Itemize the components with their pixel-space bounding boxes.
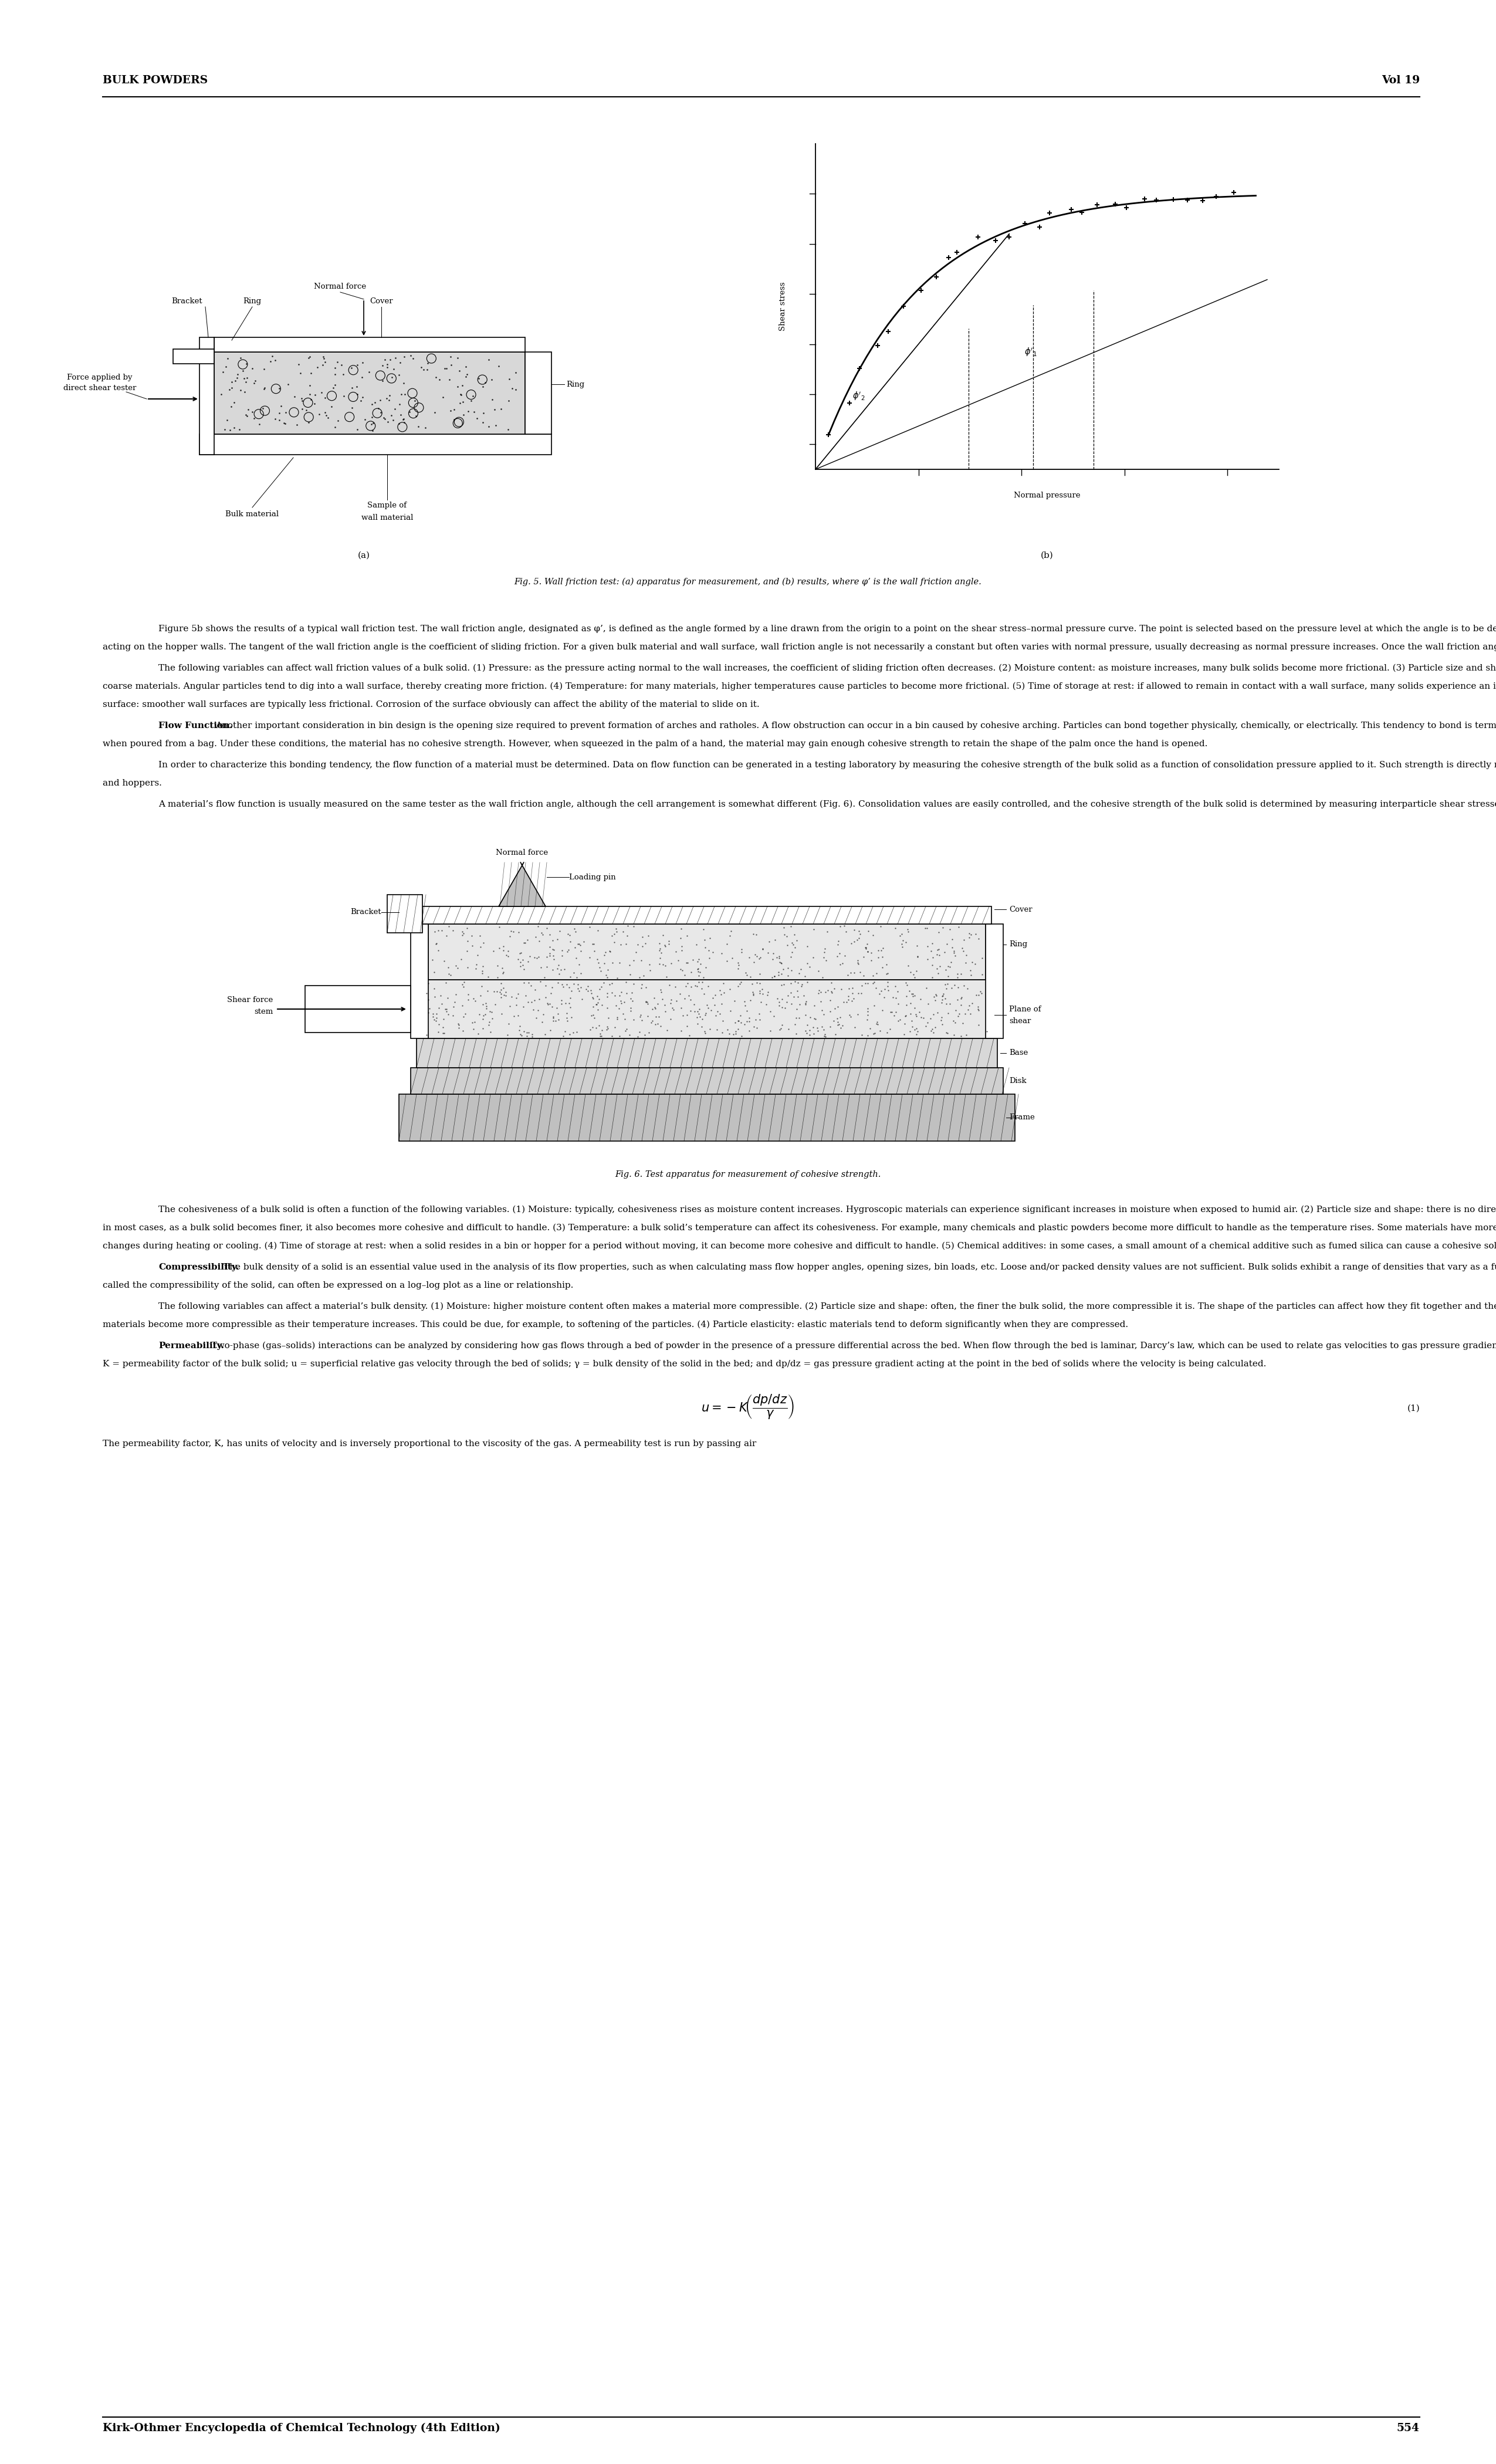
Text: In order to characterize this bonding tendency, the flow function of a material : In order to characterize this bonding te…	[159, 761, 1496, 769]
Bar	[525, 352, 552, 434]
Text: materials become more compressible as their temperature increases. This could be: materials become more compressible as th…	[103, 1321, 1128, 1328]
Text: Normal pressure: Normal pressure	[1014, 493, 1080, 500]
Text: Cover: Cover	[370, 298, 393, 306]
Text: direct shear tester: direct shear tester	[63, 384, 136, 392]
Text: Kirk-Othmer Encyclopedia of Chemical Technology (4th Edition): Kirk-Othmer Encyclopedia of Chemical Tec…	[103, 2422, 500, 2434]
Bar	[214, 352, 525, 434]
Text: (b): (b)	[1041, 552, 1053, 559]
Text: when poured from a bag. Under these conditions, the material has no cohesive str: when poured from a bag. Under these cond…	[103, 739, 1207, 749]
Text: Frame: Frame	[1010, 1114, 1035, 1121]
Text: Force applied by: Force applied by	[67, 375, 133, 382]
Text: and hoppers.: and hoppers.	[103, 779, 162, 788]
Polygon shape	[498, 865, 546, 907]
Bar	[428, 924, 986, 981]
Text: surface: smoother wall surfaces are typically less frictional. Corrosion of the : surface: smoother wall surfaces are typi…	[103, 700, 760, 710]
Text: 554: 554	[1397, 2422, 1420, 2434]
Bar	[174, 350, 214, 365]
Text: stem: stem	[254, 1008, 272, 1015]
Text: $u = -K\!\left(\dfrac{dp/dz}{\gamma}\right)$: $u = -K\!\left(\dfrac{dp/dz}{\gamma}\rig…	[702, 1392, 794, 1419]
Bar	[199, 434, 552, 456]
Text: acting on the hopper walls. The tangent of the wall friction angle is the coeffi: acting on the hopper walls. The tangent …	[103, 643, 1496, 650]
Text: A material’s flow function is usually measured on the same tester as the wall fr: A material’s flow function is usually me…	[159, 801, 1496, 808]
Text: in most cases, as a bulk solid becomes finer, it also becomes more cohesive and : in most cases, as a bulk solid becomes f…	[103, 1225, 1496, 1232]
Text: $\phi'_2$: $\phi'_2$	[853, 389, 865, 402]
Text: Bracket: Bracket	[172, 298, 202, 306]
Text: called the compressibility of the solid, can often be expressed on a log–log plo: called the compressibility of the solid,…	[103, 1281, 573, 1289]
Text: Fig. 5. Wall friction test: (a) apparatus for measurement, and (b) results, wher: Fig. 5. Wall friction test: (a) apparatu…	[515, 579, 981, 586]
Text: Flow Function.: Flow Function.	[159, 722, 233, 729]
Bar	[422, 907, 992, 924]
Text: Ring: Ring	[244, 298, 262, 306]
Text: (a): (a)	[358, 552, 370, 559]
Text: Sample of: Sample of	[368, 503, 407, 510]
Bar	[422, 981, 992, 1037]
Text: The cohesiveness of a bulk solid is often a function of the following variables.: The cohesiveness of a bulk solid is ofte…	[159, 1205, 1496, 1215]
Text: The permeability factor, K, has units of velocity and is inversely proportional : The permeability factor, K, has units of…	[103, 1439, 757, 1449]
Bar	[411, 924, 428, 1037]
Text: Permeability.: Permeability.	[159, 1343, 224, 1350]
Text: Disk: Disk	[1010, 1077, 1026, 1084]
Text: Compressibility.: Compressibility.	[159, 1264, 239, 1271]
Text: Bracket: Bracket	[350, 909, 381, 917]
Text: coarse materials. Angular particles tend to dig into a wall surface, thereby cre: coarse materials. Angular particles tend…	[103, 683, 1496, 690]
Bar	[411, 1067, 1004, 1094]
Text: changes during heating or cooling. (4) Time of storage at rest: when a solid res: changes during heating or cooling. (4) T…	[103, 1242, 1496, 1249]
Text: Fig. 6. Test apparatus for measurement of cohesive strength.: Fig. 6. Test apparatus for measurement o…	[615, 1170, 881, 1178]
Text: The following variables can affect a material’s bulk density. (1) Moisture: high: The following variables can affect a mat…	[159, 1303, 1496, 1311]
Text: Bulk material: Bulk material	[226, 510, 278, 517]
Text: The following variables can affect wall friction values of a bulk solid. (1) Pre: The following variables can affect wall …	[159, 665, 1496, 673]
Text: wall material: wall material	[361, 515, 413, 522]
Bar	[199, 338, 214, 456]
Text: Cover: Cover	[1010, 907, 1032, 914]
Text: Shear stress: Shear stress	[779, 281, 787, 330]
Text: Normal force: Normal force	[314, 283, 367, 291]
Bar	[214, 338, 525, 352]
Bar	[986, 924, 1004, 1037]
Text: (1): (1)	[1406, 1404, 1420, 1412]
Text: Ring: Ring	[565, 379, 585, 387]
Bar	[387, 894, 422, 934]
Bar	[399, 1094, 1014, 1141]
Text: shear: shear	[1010, 1018, 1031, 1025]
Text: Base: Base	[1010, 1050, 1028, 1057]
Text: Another important consideration in bin design is the opening size required to pr: Another important consideration in bin d…	[215, 722, 1496, 729]
Text: Two-phase (gas–solids) interactions can be analyzed by considering how gas flows: Two-phase (gas–solids) interactions can …	[211, 1343, 1496, 1350]
Text: Vol 19: Vol 19	[1381, 74, 1420, 86]
Bar	[305, 986, 411, 1032]
Text: Ring: Ring	[1010, 941, 1028, 949]
Text: Loading pin: Loading pin	[568, 872, 616, 882]
Text: $\phi'_1$: $\phi'_1$	[1025, 347, 1037, 357]
Text: Plane of: Plane of	[1010, 1005, 1041, 1013]
Text: K = permeability factor of the bulk solid; u = superficial relative gas velocity: K = permeability factor of the bulk soli…	[103, 1360, 1266, 1368]
Bar	[416, 1037, 998, 1067]
Text: Normal force: Normal force	[497, 850, 548, 857]
Text: BULK POWDERS: BULK POWDERS	[103, 74, 208, 86]
Text: Shear force: Shear force	[227, 995, 272, 1005]
Text: The bulk density of a solid is an essential value used in the analysis of its fl: The bulk density of a solid is an essent…	[223, 1264, 1496, 1271]
Text: Figure 5b shows the results of a typical wall friction test. The wall friction a: Figure 5b shows the results of a typical…	[159, 626, 1496, 633]
